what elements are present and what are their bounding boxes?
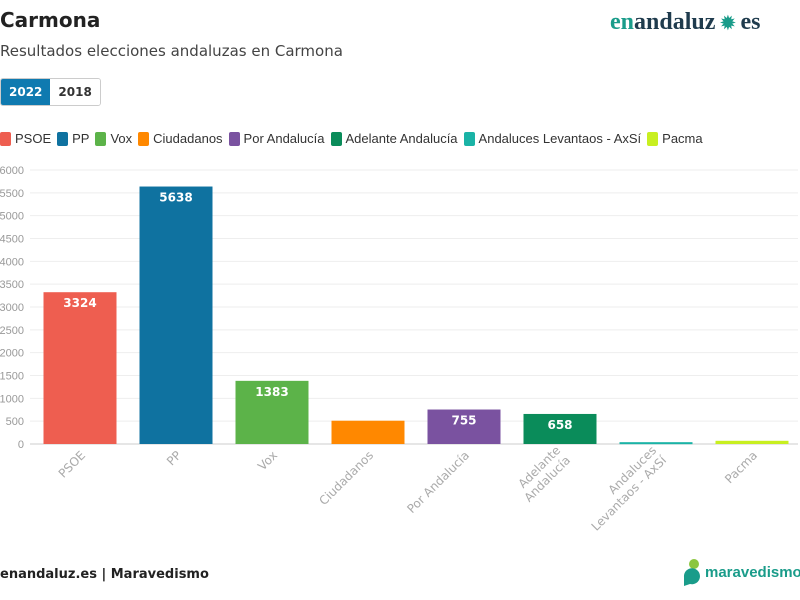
legend-label: Pacma — [662, 131, 703, 146]
legend-item[interactable]: Andaluces Levantaos - AxSí — [463, 131, 642, 146]
y-tick-label: 3000 — [0, 302, 24, 314]
y-tick-label: 5000 — [0, 211, 24, 223]
y-tick-label: 2000 — [0, 348, 24, 360]
y-tick-label: 0 — [18, 439, 24, 451]
bar — [139, 186, 213, 445]
x-tick-label: Vox — [255, 448, 280, 473]
bar — [331, 420, 405, 444]
data-label: 1383 — [255, 385, 288, 399]
tab-2022[interactable]: 2022 — [1, 79, 51, 105]
bar — [43, 292, 117, 444]
legend-item[interactable]: Vox — [95, 131, 132, 146]
data-label: 755 — [451, 414, 476, 428]
legend-label: PSOE — [15, 131, 52, 146]
y-tick-label: 5500 — [0, 188, 24, 200]
page-title: Carmona — [0, 8, 101, 32]
data-label: 658 — [547, 418, 572, 432]
bar — [523, 413, 597, 444]
x-tick-label: AndalucesLevantaos - AxSí — [579, 443, 670, 534]
bar — [235, 380, 309, 444]
x-tick-label: Ciudadanos — [316, 448, 376, 508]
legend-item[interactable]: PSOE — [0, 131, 51, 146]
legend-swatch — [647, 131, 659, 146]
x-tick-label: Por Andalucía — [404, 448, 472, 516]
data-label: 3324 — [63, 296, 96, 310]
speech-bubble-icon — [683, 559, 700, 586]
bar — [619, 442, 693, 445]
legend-label: Vox — [110, 131, 133, 146]
legend-swatch — [228, 131, 240, 146]
legend-item[interactable]: Por Andalucía — [228, 131, 325, 146]
legend-swatch — [57, 131, 69, 146]
maravedismo-logo: maravedismo — [682, 558, 800, 586]
legend-swatch — [330, 131, 342, 146]
maravedismo-logo-text: maravedismo — [705, 563, 800, 581]
legend: PSOE PP Vox Ciudadanos Por Andalucía Adelante… — [0, 131, 709, 146]
y-tick-label: 3500 — [0, 279, 24, 291]
legend-label: Andaluces Levantaos - AxSí — [478, 131, 642, 146]
year-tabs: 2022 2018 — [0, 78, 101, 106]
legend-item[interactable]: Adelante Andalucía — [330, 131, 458, 146]
y-tick-label: 2500 — [0, 325, 24, 337]
legend-swatch — [463, 131, 475, 146]
footer-source: enandaluz.es | Maravedismo — [0, 567, 209, 582]
y-tick-label: 4000 — [0, 256, 24, 268]
legend-swatch — [138, 131, 150, 146]
y-tick-label: 500 — [6, 416, 24, 428]
legend-swatch — [0, 131, 11, 146]
bar — [715, 440, 789, 444]
legend-label: Por Andalucía — [243, 131, 325, 146]
y-tick-label: 1000 — [0, 393, 24, 405]
legend-label: Adelante Andalucía — [345, 131, 458, 146]
legend-label: Ciudadanos — [153, 131, 223, 146]
tab-2018[interactable]: 2018 — [50, 79, 100, 105]
y-tick-label: 1500 — [0, 371, 24, 383]
x-tick-label: AdelanteAndalucía — [512, 443, 574, 505]
legend-label: PP — [72, 131, 90, 146]
x-tick-label: Pacma — [722, 448, 760, 486]
y-tick-label: 6000 — [0, 165, 24, 177]
star-icon: ✹ — [720, 13, 736, 33]
bar — [427, 409, 501, 444]
page-subtitle: Resultados elecciones andaluzas en Carmo… — [0, 42, 343, 60]
legend-item[interactable]: PP — [57, 131, 89, 146]
x-tick-label: PSOE — [56, 448, 88, 480]
x-tick-label: PP — [164, 448, 184, 468]
legend-item[interactable]: Pacma — [647, 131, 703, 146]
y-tick-label: 4500 — [0, 234, 24, 246]
legend-item[interactable]: Ciudadanos — [138, 131, 223, 146]
data-label: 5638 — [159, 191, 192, 205]
enandaluz-logo: enandaluz ✹ es — [610, 9, 761, 35]
legend-swatch — [95, 131, 107, 146]
